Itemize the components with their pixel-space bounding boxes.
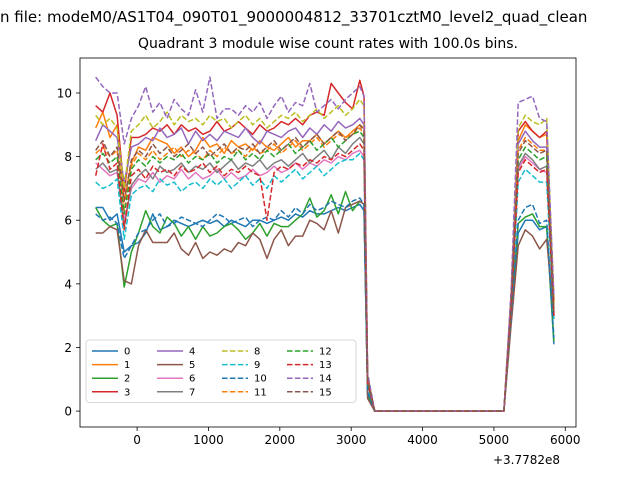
x-tick-label: 1000: [193, 433, 224, 447]
x-tick-label: 3000: [336, 433, 367, 447]
legend-label-1: 1: [124, 360, 130, 371]
x-offset-label: +3.7782e8: [493, 453, 560, 467]
figure-title: n file: modeM0/AS1T04_090T01_9000004812_…: [0, 8, 588, 26]
legend-label-10: 10: [254, 374, 267, 385]
y-tick-label: 10: [57, 86, 72, 100]
x-tick-label: 5000: [479, 433, 510, 447]
legend-label-14: 14: [319, 374, 332, 385]
x-tick-label: 6000: [550, 433, 581, 447]
y-tick-label: 8: [64, 150, 72, 164]
y-tick-label: 0: [64, 405, 72, 419]
x-tick-label: 0: [133, 433, 141, 447]
chart-title: Quadrant 3 module wise count rates with …: [138, 36, 518, 52]
legend-label-13: 13: [319, 360, 332, 371]
legend-label-2: 2: [124, 374, 130, 385]
legend-label-12: 12: [319, 347, 332, 358]
legend-label-8: 8: [254, 347, 260, 358]
x-tick-label: 4000: [407, 433, 438, 447]
axes-frame: [79, 57, 577, 428]
legend-label-15: 15: [319, 387, 332, 398]
legend-label-6: 6: [189, 374, 195, 385]
y-tick-label: 2: [64, 341, 72, 355]
legend-label-0: 0: [124, 347, 130, 358]
legend-label-9: 9: [254, 360, 260, 371]
legend-box: [85, 339, 357, 403]
legend-label-3: 3: [124, 387, 130, 398]
legend-label-4: 4: [189, 347, 195, 358]
legend-label-5: 5: [189, 360, 195, 371]
y-tick-label: 4: [64, 277, 72, 291]
x-tick-label: 2000: [265, 433, 296, 447]
series-line-15: [95, 124, 555, 412]
y-tick-label: 6: [64, 214, 72, 228]
legend-label-11: 11: [254, 387, 267, 398]
legend-label-7: 7: [189, 387, 195, 398]
